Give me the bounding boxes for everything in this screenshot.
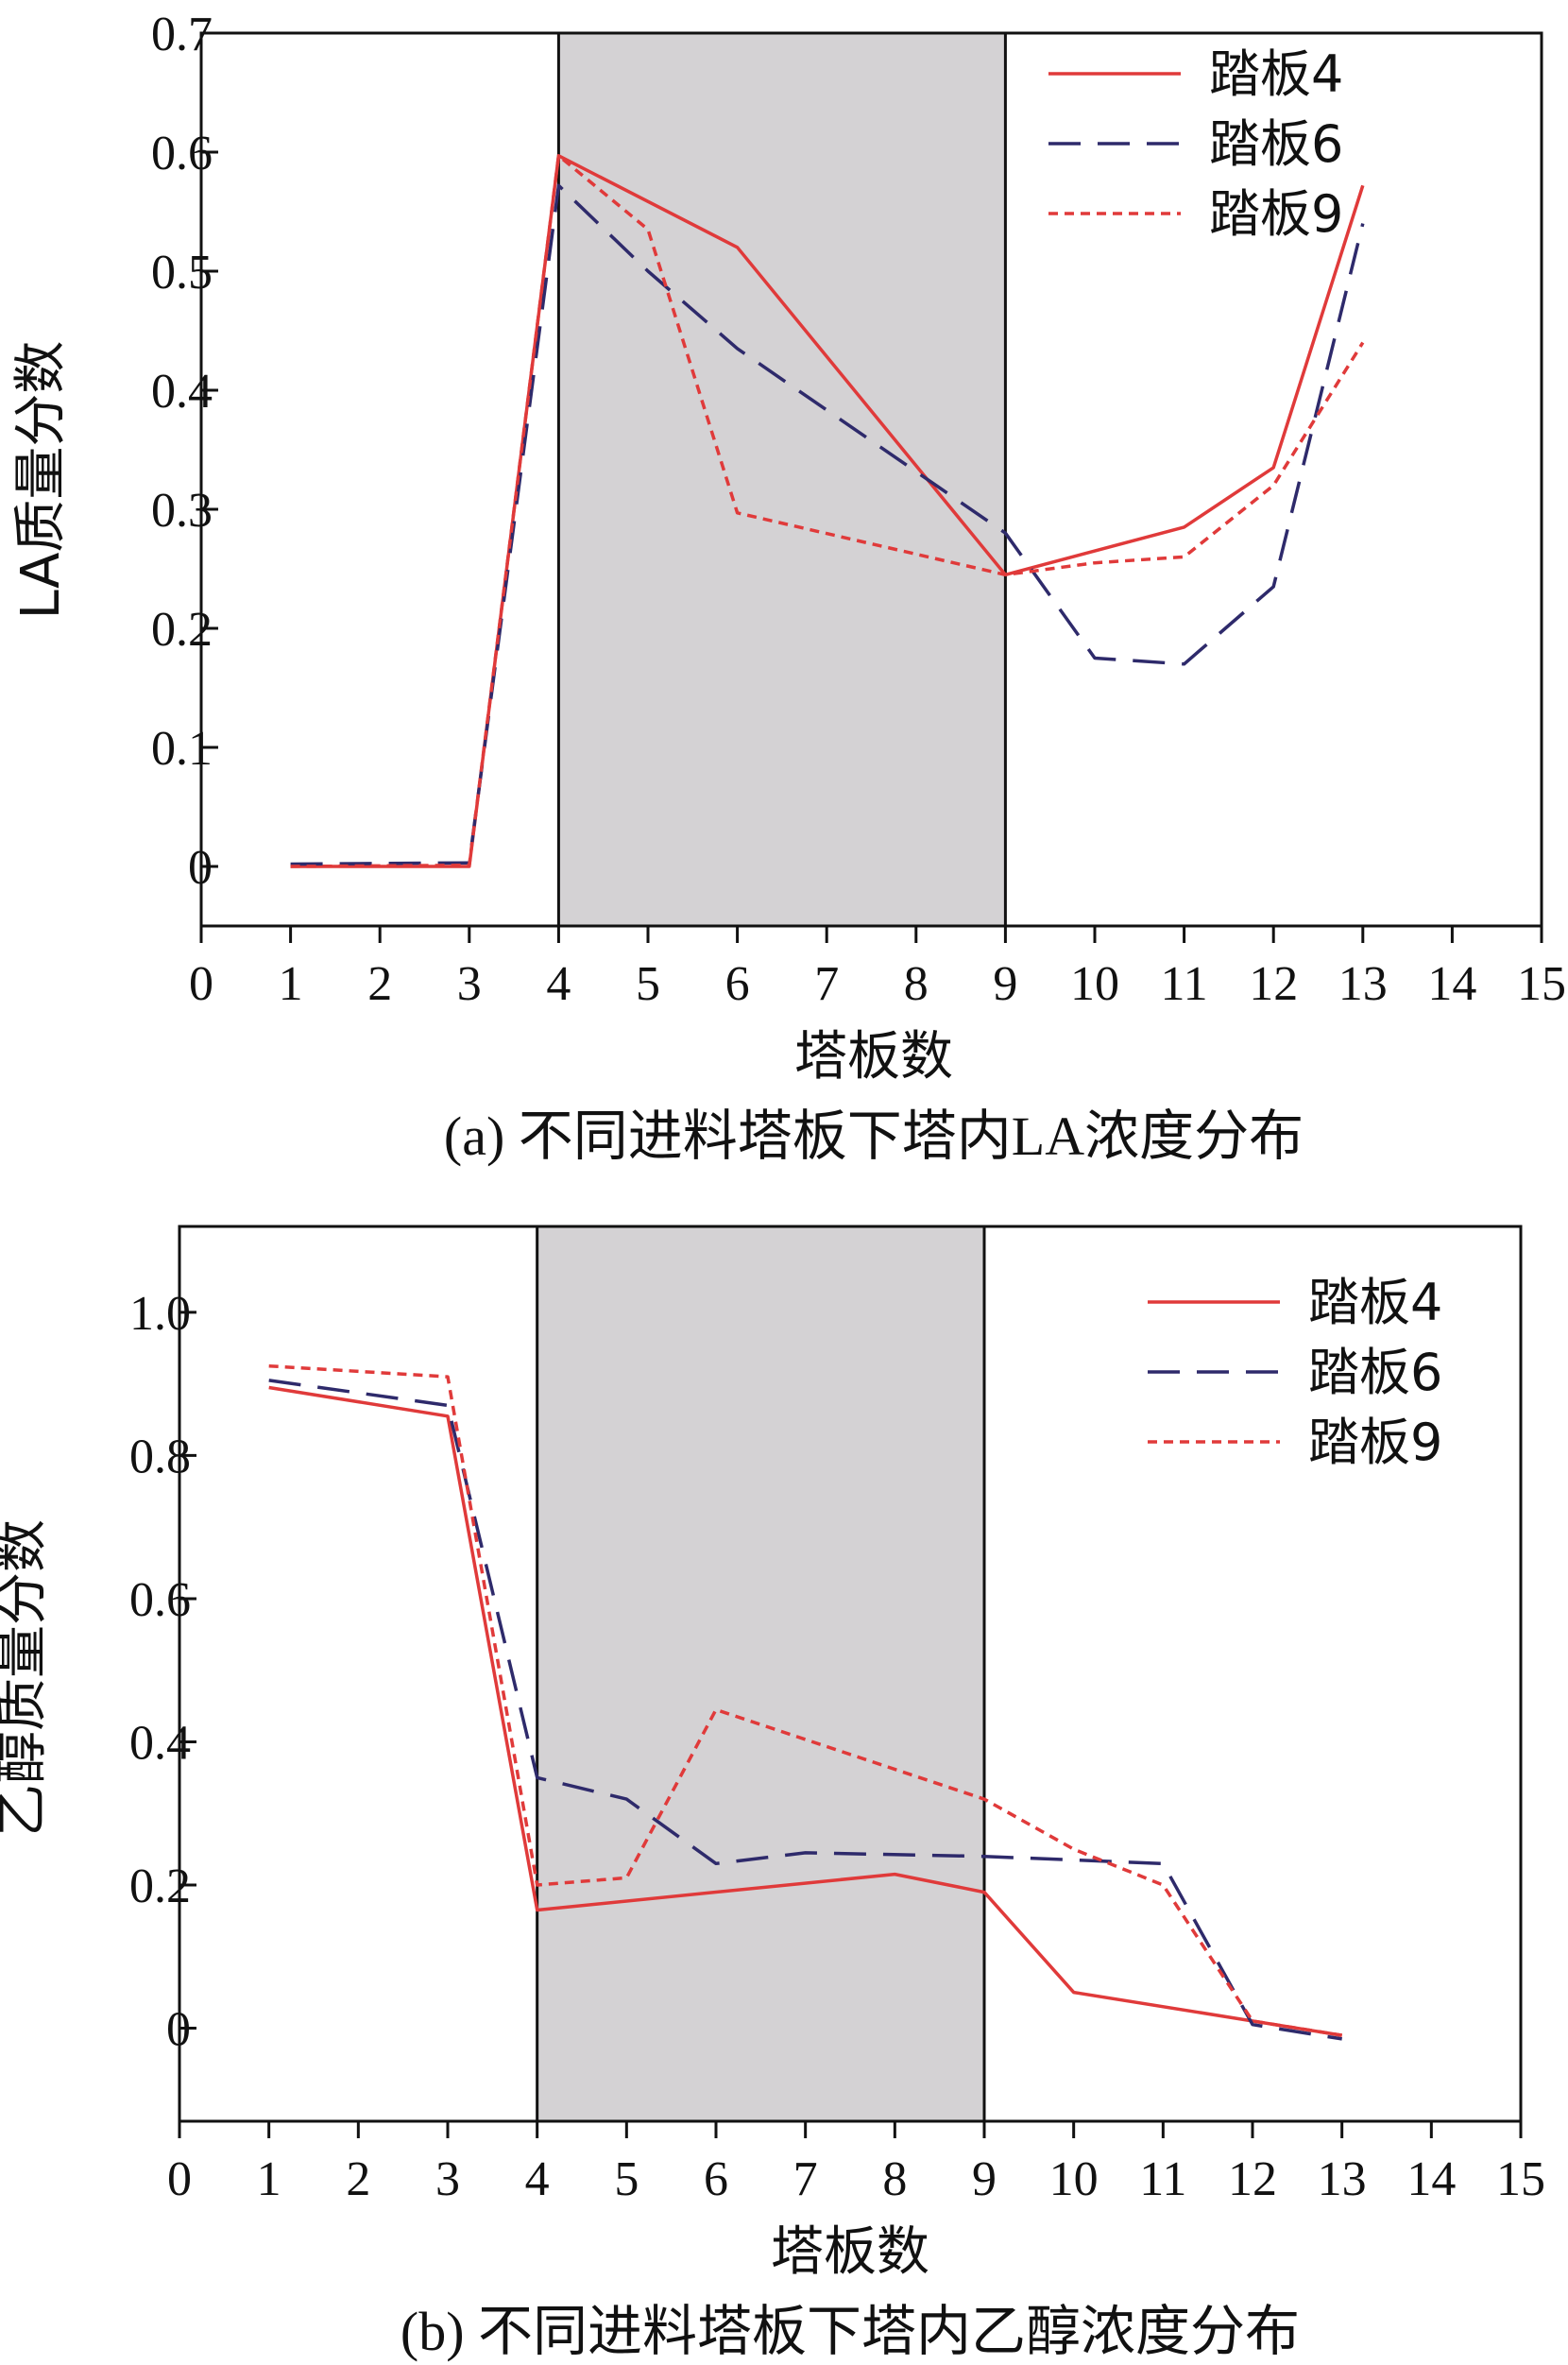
x-tick-label: 9 — [993, 957, 1017, 1011]
x-tick-label: 4 — [525, 2152, 550, 2206]
y-tick-label: 0.6 — [151, 127, 213, 180]
x-tick-label: 3 — [435, 2152, 460, 2206]
y-tick-label: 0.5 — [151, 246, 213, 300]
x-tick-label: 1 — [257, 2152, 281, 2206]
x-tick-label: 14 — [1406, 2152, 1456, 2206]
x-tick-label: 7 — [793, 2152, 818, 2206]
x-tick-label: 12 — [1228, 2152, 1277, 2206]
y-tick-label: 0.1 — [151, 722, 213, 776]
x-tick-label: 9 — [972, 2152, 997, 2206]
legend-label-2: 踏板6 — [1308, 1343, 1442, 1402]
series-line-2 — [268, 1379, 1342, 2041]
y-tick-label: 0 — [166, 2003, 191, 2057]
x-tick-label: 1 — [279, 957, 303, 1011]
series-line-1 — [268, 1385, 1342, 2037]
x-tick-label: 12 — [1249, 957, 1298, 1011]
chart-panel-a: 0 1 2 3 4 5 6 7 8 9 10 11 12 13 14 1500.10.20.30.40.50.… — [10, 8, 1566, 1167]
x-tick-label: 13 — [1338, 957, 1388, 1011]
x-tick-label: 6 — [704, 2152, 728, 2206]
chart-caption: (a) 不同进料塔板下塔内LA浓度分布 — [444, 1105, 1304, 1167]
x-axis-label: 塔板数 — [771, 2221, 929, 2283]
x-tick-label: 2 — [346, 2152, 370, 2206]
series-line-3 — [290, 154, 1365, 868]
y-tick-label: 0 — [188, 841, 213, 895]
y-tick-label: 0.2 — [129, 1859, 191, 1913]
x-tick-label: 0 — [189, 957, 213, 1011]
y-tick-label: 0.3 — [151, 484, 213, 538]
x-tick-label: 4 — [546, 957, 571, 1011]
x-tick-label: 14 — [1427, 957, 1476, 1011]
plot-frame — [199, 31, 1543, 928]
x-tick-label: 5 — [614, 2152, 639, 2206]
shaded-region — [537, 1226, 984, 2121]
series-line-2 — [290, 183, 1365, 866]
x-tick-label: 15 — [1517, 957, 1566, 1011]
x-tick-label: 5 — [636, 957, 660, 1011]
legend-label-2: 踏板6 — [1209, 114, 1343, 174]
y-tick-label: 0.6 — [129, 1573, 191, 1627]
series-line-3 — [268, 1363, 1342, 2037]
x-tick-label: 8 — [904, 957, 929, 1011]
x-tick-label: 3 — [457, 957, 482, 1011]
x-tick-label: 7 — [814, 957, 839, 1011]
x-axis-label: 塔板数 — [794, 1026, 953, 1088]
x-tick-label: 6 — [725, 957, 750, 1011]
y-axis-label: LA质量分数 — [10, 341, 72, 620]
x-tick-label: 11 — [1161, 957, 1208, 1011]
y-tick-label: 0.7 — [151, 8, 213, 61]
legend-label-1: 踏板4 — [1209, 44, 1343, 104]
legend-label-1: 踏板4 — [1308, 1273, 1442, 1332]
y-tick-label: 0.4 — [129, 1716, 191, 1770]
y-tick-label: 0.2 — [151, 603, 213, 657]
y-axis-label: 乙醇质量分数 — [0, 1519, 53, 1837]
x-tick-label: 10 — [1049, 2152, 1099, 2206]
legend-label-3: 踏板9 — [1308, 1413, 1442, 1472]
shaded-region — [558, 33, 1006, 926]
chart-panel-b: 0 1 2 3 4 5 6 7 8 9 10 11 12 13 14 1500.20.40.60.81.0塔板… — [0, 1225, 1545, 2362]
x-tick-label: 8 — [882, 2152, 907, 2206]
x-tick-label: 15 — [1496, 2152, 1545, 2206]
x-tick-label: 2 — [367, 957, 392, 1011]
plot-frame — [178, 1225, 1523, 2123]
y-tick-label: 1.0 — [129, 1287, 191, 1341]
x-tick-label: 11 — [1139, 2152, 1186, 2206]
x-tick-label: 13 — [1318, 2152, 1367, 2206]
x-tick-label: 10 — [1070, 957, 1119, 1011]
legend-label-3: 踏板9 — [1209, 184, 1343, 244]
y-tick-label: 0.4 — [151, 365, 213, 419]
chart-caption: (b) 不同进料塔板下塔内乙醇浓度分布 — [401, 2301, 1300, 2362]
x-tick-label: 0 — [167, 2152, 192, 2206]
y-tick-label: 0.8 — [129, 1430, 191, 1483]
